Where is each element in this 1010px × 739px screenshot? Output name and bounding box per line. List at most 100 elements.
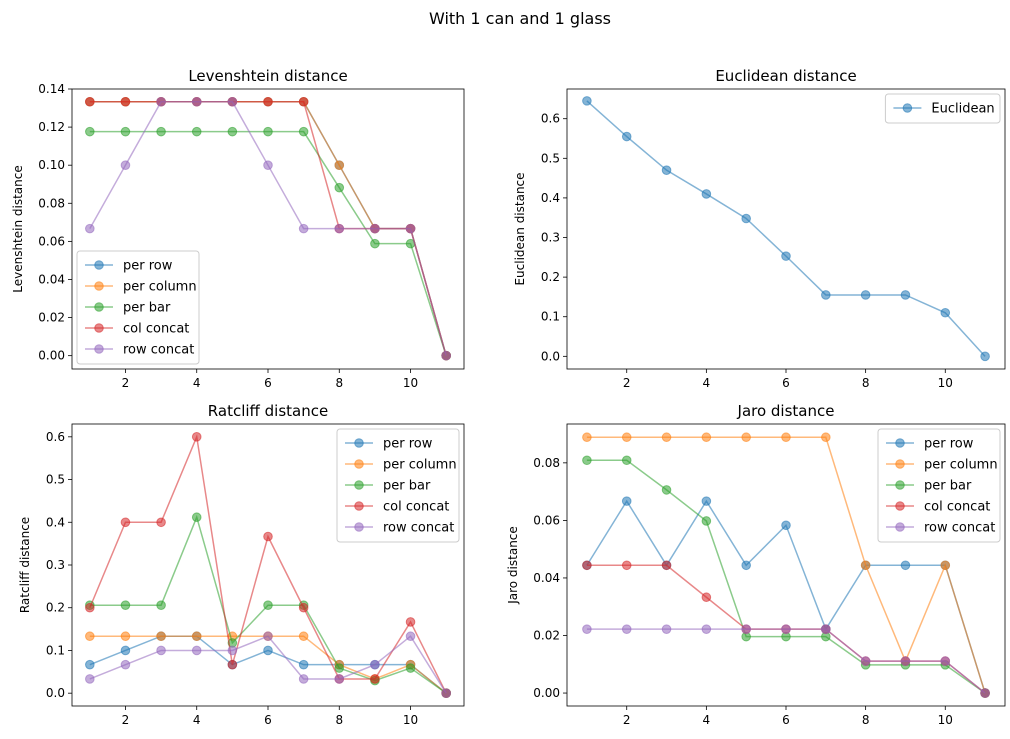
data-point bbox=[661, 432, 672, 443]
data-point bbox=[582, 432, 592, 443]
legend-label: per column bbox=[383, 458, 457, 473]
data-point bbox=[227, 126, 238, 137]
legend: per row per column per bar col concat row co… bbox=[76, 250, 200, 365]
data-point bbox=[821, 290, 831, 300]
legend: Euclidean bbox=[884, 93, 1001, 124]
series-row-concat bbox=[85, 96, 451, 361]
legend-item-per-bar: per bar bbox=[886, 479, 972, 494]
legend-swatch-marker bbox=[94, 344, 104, 354]
legend: per row per column per bar col concat row co… bbox=[877, 428, 1001, 543]
x-tick-label: 4 bbox=[703, 713, 711, 727]
legend-label: col concat bbox=[924, 500, 990, 515]
data-point bbox=[370, 238, 380, 249]
data-point bbox=[156, 645, 166, 656]
legend-item-euclidean: Euclidean bbox=[893, 102, 995, 117]
legend-swatch-marker bbox=[895, 438, 905, 448]
data-point bbox=[370, 659, 380, 670]
subplot-rat: Ratcliff distance Ratcliff distance 2 4 6 8 10… bbox=[18, 402, 465, 727]
data-point bbox=[156, 96, 166, 107]
data-point bbox=[334, 182, 345, 193]
legend-label: row concat bbox=[383, 521, 454, 536]
data-point bbox=[621, 624, 632, 634]
data-point bbox=[821, 432, 831, 443]
y-tick-label: 0.5 bbox=[46, 473, 65, 487]
data-point bbox=[980, 351, 990, 362]
data-point bbox=[370, 223, 380, 234]
data-point bbox=[298, 674, 309, 684]
legend-item-per-row: per row bbox=[886, 437, 974, 452]
legend-label: per bar bbox=[924, 479, 972, 494]
y-tick-label: 0.4 bbox=[46, 515, 65, 529]
data-point bbox=[120, 517, 131, 528]
legend-item-row-concat: row concat bbox=[345, 521, 454, 536]
data-point bbox=[227, 645, 238, 656]
data-point bbox=[860, 290, 871, 300]
y-tick-label: 0.00 bbox=[533, 686, 560, 700]
axes-frame bbox=[566, 423, 1006, 707]
series-per-row bbox=[85, 631, 451, 698]
data-point bbox=[298, 223, 309, 234]
data-point bbox=[298, 631, 309, 642]
axes-frame bbox=[71, 423, 465, 707]
data-point bbox=[781, 432, 791, 443]
y-tick-label: 0.1 bbox=[541, 310, 560, 324]
data-point bbox=[191, 96, 202, 107]
data-point bbox=[120, 96, 131, 107]
x-tick-label: 8 bbox=[862, 376, 870, 390]
legend-label: row concat bbox=[924, 521, 995, 536]
y-tick-label: 0.5 bbox=[541, 151, 560, 165]
legend-swatch-marker bbox=[895, 522, 905, 532]
y-axis-label: Jaro distance bbox=[506, 526, 520, 605]
data-point bbox=[781, 624, 791, 634]
y-tick-label: 0.6 bbox=[46, 430, 65, 444]
data-point bbox=[701, 432, 712, 443]
data-point bbox=[85, 659, 95, 670]
data-point bbox=[860, 656, 871, 666]
data-point bbox=[405, 223, 416, 234]
data-point bbox=[191, 126, 202, 137]
subplot-title: Euclidean distance bbox=[715, 67, 856, 85]
x-tick-label: 2 bbox=[122, 713, 130, 727]
y-tick-label: 0.04 bbox=[38, 272, 65, 286]
data-point bbox=[85, 631, 95, 642]
legend-label: per row bbox=[924, 437, 974, 452]
data-point bbox=[661, 624, 672, 634]
y-tick-label: 0.2 bbox=[46, 601, 65, 615]
data-point bbox=[85, 674, 95, 684]
y-tick-label: 0.02 bbox=[38, 311, 65, 325]
data-point bbox=[263, 645, 273, 656]
y-tick-label: 0.6 bbox=[541, 112, 560, 126]
legend-swatch-marker bbox=[895, 459, 905, 469]
y-tick-label: 0.00 bbox=[38, 349, 65, 363]
data-point bbox=[701, 624, 712, 634]
data-point bbox=[298, 126, 309, 137]
axes-frame bbox=[71, 88, 465, 370]
data-point bbox=[940, 560, 951, 571]
legend-swatch-marker bbox=[94, 281, 104, 291]
y-axis-label: Levenshtein distance bbox=[11, 165, 25, 293]
data-point bbox=[263, 531, 273, 542]
data-point bbox=[191, 432, 202, 442]
data-point bbox=[120, 160, 131, 170]
data-point bbox=[582, 624, 592, 634]
legend-item-per-row: per row bbox=[85, 259, 173, 274]
data-point bbox=[701, 496, 712, 506]
x-tick-label: 6 bbox=[782, 713, 790, 727]
data-point bbox=[334, 223, 345, 234]
data-point bbox=[298, 96, 309, 107]
data-point bbox=[441, 350, 451, 361]
data-point bbox=[191, 512, 202, 523]
data-point bbox=[661, 485, 672, 495]
data-point bbox=[405, 617, 416, 627]
series-euclidean bbox=[582, 96, 990, 362]
data-point bbox=[85, 96, 95, 107]
data-point bbox=[741, 213, 751, 224]
legend-swatch-marker bbox=[902, 103, 913, 113]
data-point bbox=[263, 631, 273, 642]
data-point bbox=[298, 602, 309, 613]
legend: per row per column per bar col concat row co… bbox=[336, 428, 460, 543]
data-point bbox=[661, 560, 672, 571]
legend-item-per-row: per row bbox=[345, 437, 433, 452]
legend-box bbox=[76, 250, 200, 365]
